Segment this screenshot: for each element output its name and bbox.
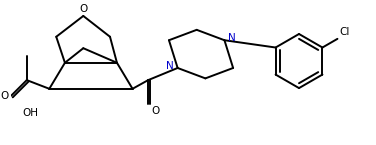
Text: O: O — [0, 91, 8, 101]
Text: O: O — [151, 106, 159, 116]
Text: O: O — [79, 4, 88, 14]
Text: Cl: Cl — [339, 27, 350, 37]
Text: OH: OH — [22, 108, 38, 118]
Text: N: N — [167, 61, 174, 71]
Text: N: N — [228, 33, 236, 43]
